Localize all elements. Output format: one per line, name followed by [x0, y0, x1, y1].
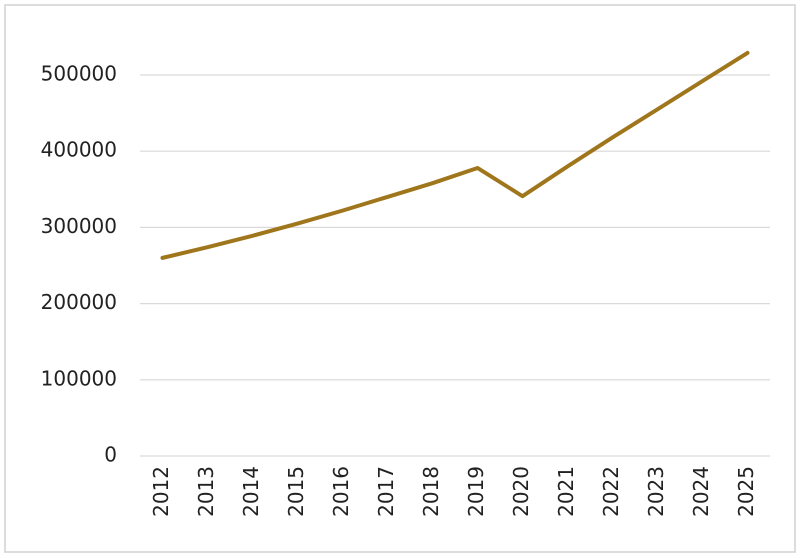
y-tick-label: 200000: [41, 290, 117, 314]
x-tick-label: 2012: [149, 466, 173, 517]
x-tick-label: 2024: [689, 466, 713, 517]
x-tick-label: 2022: [599, 466, 623, 517]
data-line: [160, 50, 750, 260]
x-tick-label: 2013: [194, 466, 218, 517]
y-tick-label: 300000: [41, 214, 117, 238]
x-tick-label: 2016: [329, 466, 353, 517]
x-tick-label: 2015: [284, 466, 308, 517]
x-tick-label: 2018: [419, 466, 443, 517]
x-tick-label: 2021: [554, 466, 578, 517]
y-tick-label: 0: [104, 443, 117, 467]
y-tick-label: 100000: [41, 366, 117, 390]
y-tick-label: 500000: [41, 62, 117, 86]
x-tick-label: 2019: [464, 466, 488, 517]
x-tick-label: 2020: [509, 466, 533, 517]
x-tick-label: 2014: [239, 466, 263, 517]
chart-border: [4, 4, 796, 553]
y-tick-label: 400000: [41, 138, 117, 162]
x-tick-label: 2023: [644, 466, 668, 517]
x-tick-label: 2025: [734, 466, 758, 517]
x-tick-label: 2017: [374, 466, 398, 517]
